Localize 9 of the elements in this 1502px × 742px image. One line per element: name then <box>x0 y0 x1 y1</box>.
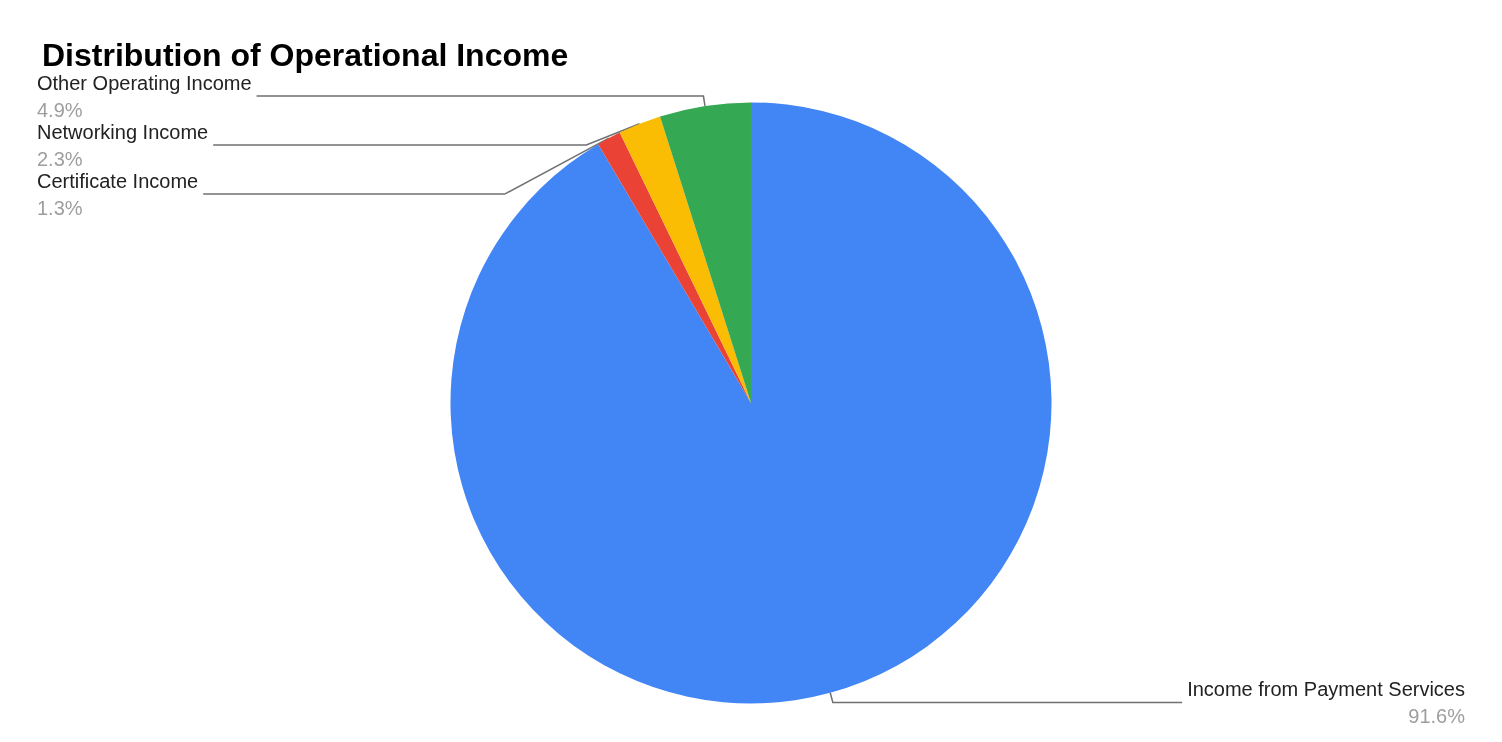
slice-label: Networking Income <box>37 121 209 144</box>
data-label: 4.9% <box>37 99 83 122</box>
slice-label: Other Operating Income <box>37 72 252 95</box>
slice-label: Certificate Income <box>37 170 199 193</box>
data-label: 91.6% <box>1408 705 1466 728</box>
data-label: 2.3% <box>37 148 83 171</box>
chart-title: Distribution of Operational Income <box>42 37 569 73</box>
slice-label: Income from Payment Services <box>1187 678 1465 701</box>
data-label: 1.3% <box>37 197 83 220</box>
